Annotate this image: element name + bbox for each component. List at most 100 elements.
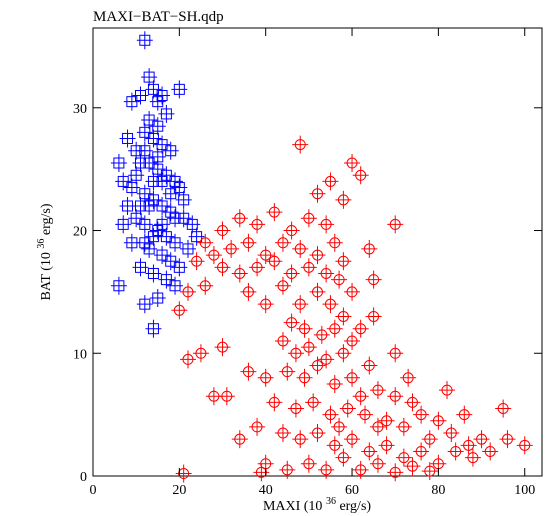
data-point [283, 221, 300, 240]
data-point [266, 252, 283, 271]
data-point [395, 448, 412, 467]
data-point [296, 368, 313, 387]
y-tick-label: 30 [73, 102, 87, 117]
data-point [184, 215, 201, 234]
data-point [249, 215, 266, 234]
data-point [309, 424, 326, 443]
data-point [136, 184, 153, 203]
data-point [499, 430, 516, 449]
data-point [171, 258, 188, 277]
data-point [231, 264, 248, 283]
data-point [309, 282, 326, 301]
data-point [421, 430, 438, 449]
chart-title: MAXI−BAT−SH.qdp [93, 9, 224, 25]
data-point [443, 424, 460, 443]
data-point [115, 172, 132, 191]
data-point [404, 393, 421, 412]
data-point [387, 387, 404, 406]
y-axis-label-unit: erg/s) [39, 203, 54, 235]
data-point [365, 270, 382, 289]
data-point [292, 430, 309, 449]
data-point [136, 215, 153, 234]
data-point [283, 313, 300, 332]
y-axis-label: BAT (10 36 erg/s) [33, 203, 54, 300]
data-point [145, 227, 162, 246]
data-point [318, 350, 335, 369]
data-point [387, 344, 404, 363]
y-tick-label: 10 [73, 347, 87, 362]
data-point [188, 252, 205, 271]
data-point [214, 258, 231, 277]
data-point [292, 295, 309, 314]
data-point [279, 460, 296, 479]
x-axis-label-unit: erg/s) [339, 499, 371, 514]
data-point [352, 460, 369, 479]
data-point [171, 178, 188, 197]
data-point [309, 356, 326, 375]
data-point [326, 319, 343, 338]
data-point [361, 442, 378, 461]
series-2 [171, 135, 533, 483]
data-point [231, 430, 248, 449]
data-point [123, 178, 140, 197]
data-point [145, 80, 162, 99]
data-point [179, 239, 196, 258]
data-point [158, 104, 175, 123]
data-point [344, 282, 361, 301]
data-point [335, 344, 352, 363]
data-point [369, 417, 386, 436]
data-point [322, 295, 339, 314]
data-point [378, 436, 395, 455]
data-point [145, 264, 162, 283]
x-tick-label: 80 [431, 483, 445, 498]
data-point [447, 442, 464, 461]
data-point [369, 454, 386, 473]
data-point [132, 196, 149, 215]
data-point [318, 215, 335, 234]
data-point [318, 264, 335, 283]
data-point [175, 464, 192, 483]
data-point [162, 203, 179, 222]
data-point [335, 307, 352, 326]
data-point [361, 356, 378, 375]
data-point [274, 276, 291, 295]
data-point [136, 233, 153, 252]
data-point [287, 399, 304, 418]
data-point [300, 454, 317, 473]
data-point [387, 215, 404, 234]
x-axis-label-main: MAXI (10 [263, 499, 323, 514]
data-point [473, 430, 490, 449]
data-point [322, 405, 339, 424]
x-axis-label: MAXI (10 36 erg/s) [263, 493, 371, 514]
data-point [257, 368, 274, 387]
data-point [240, 233, 257, 252]
data-point [231, 209, 248, 228]
data-point [482, 442, 499, 461]
data-point [352, 387, 369, 406]
data-point [378, 411, 395, 430]
data-point [352, 166, 369, 185]
data-point [162, 184, 179, 203]
data-point [136, 141, 153, 160]
data-point [331, 417, 348, 436]
y-tick-label: 0 [80, 470, 87, 485]
series-1 [110, 31, 205, 338]
data-point [279, 362, 296, 381]
data-point [274, 424, 291, 443]
data-point [309, 184, 326, 203]
data-point [110, 154, 127, 173]
data-point [154, 246, 171, 265]
data-point [110, 276, 127, 295]
data-point [128, 209, 145, 228]
data-point [128, 166, 145, 185]
series-layer [110, 31, 533, 483]
data-point [326, 436, 343, 455]
data-point [335, 252, 352, 271]
x-tick-label: 100 [514, 483, 535, 498]
data-point [309, 246, 326, 265]
data-point [197, 276, 214, 295]
data-point [296, 319, 313, 338]
y-tick-label: 20 [73, 225, 87, 240]
data-point [249, 417, 266, 436]
data-point [495, 399, 512, 418]
